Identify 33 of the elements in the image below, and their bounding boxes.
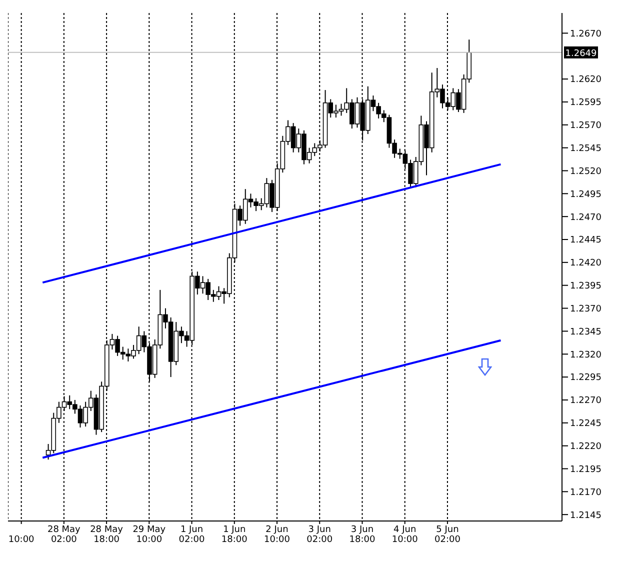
y-tick-label: 1.2420 [570, 258, 602, 269]
x-tick-label: 28 May 02:00 [47, 525, 82, 545]
x-tick-label: 5 Jun 02:00 [434, 525, 461, 545]
x-tick-label: 4 Jun 10:00 [392, 525, 418, 545]
x-tick-label: 2 Jun 10:00 [264, 525, 290, 545]
x-tick-label: 1 Jun 18:00 [221, 525, 248, 545]
y-tick-label: 1.2270 [570, 396, 602, 406]
y-tick-label: 1.2545 [570, 144, 602, 154]
x-tick-label: 3 Jun 18:00 [349, 525, 376, 545]
y-tick-label: 1.2345 [570, 327, 602, 338]
y-tick-label: 1.2220 [570, 442, 602, 452]
y-tick-label: 1.2170 [570, 488, 602, 498]
y-tick-label: 1.2145 [570, 510, 602, 521]
x-tick-label: 1 Jun 02:00 [178, 525, 206, 545]
y-tick-label: 1.2520 [570, 166, 602, 177]
y-tick-label: 1.2320 [570, 350, 602, 360]
x-tick-label: 29 May 10:00 [132, 525, 166, 545]
y-tick-label: 1.2620 [570, 75, 602, 86]
y-tick-label: 1.2245 [570, 419, 602, 430]
x-tick-label: 28 May 18:00 [90, 525, 124, 545]
y-tick-label: 1.2570 [570, 121, 602, 132]
y-tick-label: 1.2395 [570, 282, 602, 292]
x-tick-label: 10:00 [8, 535, 35, 545]
y-tick-label: 1.2295 [570, 373, 602, 384]
y-tick-label: 1.2470 [570, 212, 602, 223]
x-tick-label: 3 Jun 02:00 [306, 525, 333, 545]
y-tick-label: 1.2370 [570, 304, 602, 314]
ref-line-label: 1.2649 [565, 48, 598, 59]
y-tick-label: 1.2195 [570, 464, 602, 475]
y-tick-label: 1.2495 [570, 190, 602, 200]
y-tick-label: 1.2595 [570, 98, 602, 108]
y-tick-label: 1.2445 [570, 236, 602, 246]
y-tick-label: 1.2670 [570, 29, 602, 40]
